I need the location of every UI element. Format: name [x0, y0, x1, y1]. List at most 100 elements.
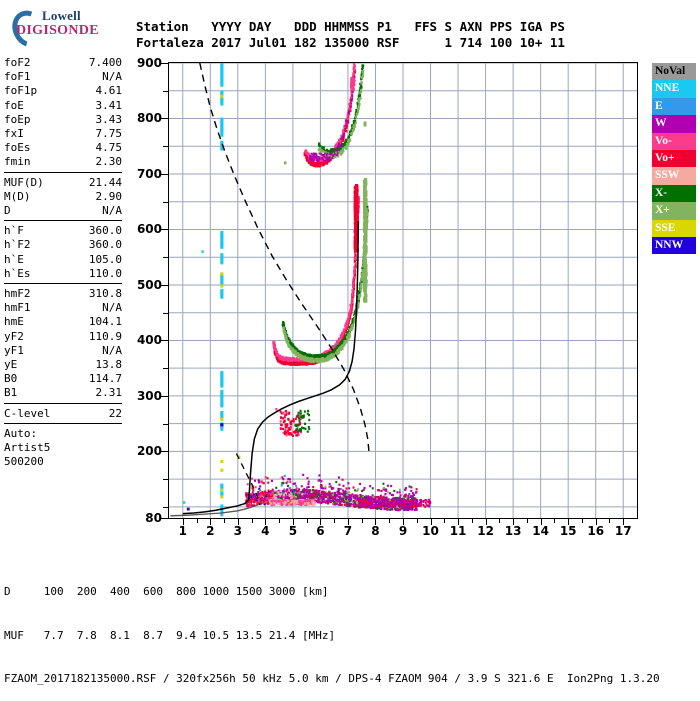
- x-axis-tick: [458, 519, 459, 525]
- param-value: 21.44: [89, 176, 122, 190]
- param-value: 2.30: [96, 155, 123, 169]
- param-key: h`F: [4, 224, 24, 238]
- legend-item-e[interactable]: E: [652, 98, 696, 115]
- legend-item-nne[interactable]: NNE: [652, 80, 696, 97]
- x-axis-label-6: 6: [308, 524, 332, 538]
- x-axis-label-12: 12: [474, 524, 498, 538]
- legend-item-w[interactable]: W: [652, 115, 696, 132]
- param-key: C-level: [4, 407, 50, 421]
- legend-item-x[interactable]: X-: [652, 185, 696, 202]
- param-key: yF1: [4, 344, 24, 358]
- x-axis-tick: [623, 519, 624, 525]
- param-row-foep: foEp 3.43: [4, 113, 122, 127]
- x-axis-tick: [568, 519, 569, 525]
- x-axis-tick: [403, 519, 404, 525]
- param-value: 2.31: [96, 386, 123, 400]
- param-key: foF1p: [4, 84, 37, 98]
- station-header-columns: Station YYYY DAY DDD HHMMSS P1 FFS S AXN…: [136, 19, 565, 35]
- param-key: fmin: [4, 155, 31, 169]
- legend-item-sse[interactable]: SSE: [652, 220, 696, 237]
- x-axis-label-3: 3: [226, 524, 250, 538]
- param-value: 3.43: [96, 113, 123, 127]
- legend-item-vo[interactable]: Vo+: [652, 150, 696, 167]
- x-axis-tick: [431, 519, 432, 525]
- auto-line-2: 500200: [4, 455, 122, 469]
- param-key: h`Es: [4, 267, 31, 281]
- x-axis-label-5: 5: [281, 524, 305, 538]
- param-key: B0: [4, 372, 17, 386]
- x-axis-tick: [499, 519, 500, 523]
- x-axis-tick: [375, 519, 376, 525]
- y-axis-label-600: 600: [122, 222, 162, 236]
- x-axis-tick: [582, 519, 583, 523]
- x-axis-label-15: 15: [556, 524, 580, 538]
- x-axis-tick: [197, 519, 198, 523]
- x-axis-tick: [210, 519, 211, 525]
- param-key: hmE: [4, 315, 24, 329]
- param-key: fxI: [4, 127, 24, 141]
- y-axis-label-400: 400: [122, 333, 162, 347]
- param-key: MUF(D): [4, 176, 44, 190]
- legend-item-vo[interactable]: Vo-: [652, 133, 696, 150]
- param-row-clevel: C-level 22: [4, 407, 122, 421]
- param-row-b0: B0 114.7: [4, 372, 122, 386]
- x-axis-label-2: 2: [198, 524, 222, 538]
- station-header-values: Fortaleza 2017 Jul01 182 135000 RSF 1 71…: [136, 35, 565, 51]
- x-axis-label-16: 16: [584, 524, 608, 538]
- param-key: B1: [4, 386, 17, 400]
- param-value: 114.7: [89, 372, 122, 386]
- x-axis-tick: [527, 519, 528, 523]
- x-axis-tick: [238, 519, 239, 525]
- param-value: N/A: [102, 204, 122, 218]
- param-value: 360.0: [89, 224, 122, 238]
- param-value: 2.90: [96, 190, 123, 204]
- legend-item-ssw[interactable]: SSW: [652, 167, 696, 184]
- x-axis-label-10: 10: [419, 524, 443, 538]
- x-axis-tick: [472, 519, 473, 523]
- param-value: 13.8: [96, 358, 123, 372]
- param-key: yE: [4, 358, 17, 372]
- y-axis-tick: [161, 518, 168, 519]
- y-axis-tick: [161, 285, 168, 286]
- footer-distance-row: D 100 200 400 600 800 1000 1500 3000 [km…: [4, 585, 660, 600]
- param-value: N/A: [102, 301, 122, 315]
- footer-info: D 100 200 400 600 800 1000 1500 3000 [km…: [4, 556, 660, 701]
- y-axis-tick: [161, 63, 168, 64]
- param-row-hf: h`F 360.0: [4, 224, 122, 238]
- footer-muf-row: MUF 7.7 7.8 8.1 8.7 9.4 10.5 13.5 21.4 […: [4, 629, 660, 644]
- param-row-b1: B1 2.31: [4, 386, 122, 400]
- param-value: 22: [109, 407, 122, 421]
- station-header: Station YYYY DAY DDD HHMMSS P1 FFS S AXN…: [136, 19, 565, 51]
- x-axis-tick: [444, 519, 445, 523]
- param-key: foEp: [4, 113, 31, 127]
- y-axis-tick: [161, 396, 168, 397]
- x-axis-label-4: 4: [253, 524, 277, 538]
- y-axis-label-500: 500: [122, 278, 162, 292]
- x-axis-tick: [224, 519, 225, 523]
- legend-item-nnw[interactable]: NNW: [652, 237, 696, 254]
- x-axis-tick: [596, 519, 597, 525]
- param-value: 110.0: [89, 267, 122, 281]
- x-axis-label-9: 9: [391, 524, 415, 538]
- param-value: 105.0: [89, 253, 122, 267]
- x-axis-label-17: 17: [611, 524, 635, 538]
- param-key: foE: [4, 99, 24, 113]
- param-key: yF2: [4, 330, 24, 344]
- x-axis-label-13: 13: [501, 524, 525, 538]
- x-axis-tick: [541, 519, 542, 525]
- y-axis-tick: [161, 229, 168, 230]
- param-group-4: C-level 22: [4, 407, 122, 424]
- legend-item-noval[interactable]: NoVal: [652, 63, 696, 80]
- param-value: 4.61: [96, 84, 123, 98]
- legend-item-x[interactable]: X+: [652, 202, 696, 219]
- x-axis-tick: [486, 519, 487, 525]
